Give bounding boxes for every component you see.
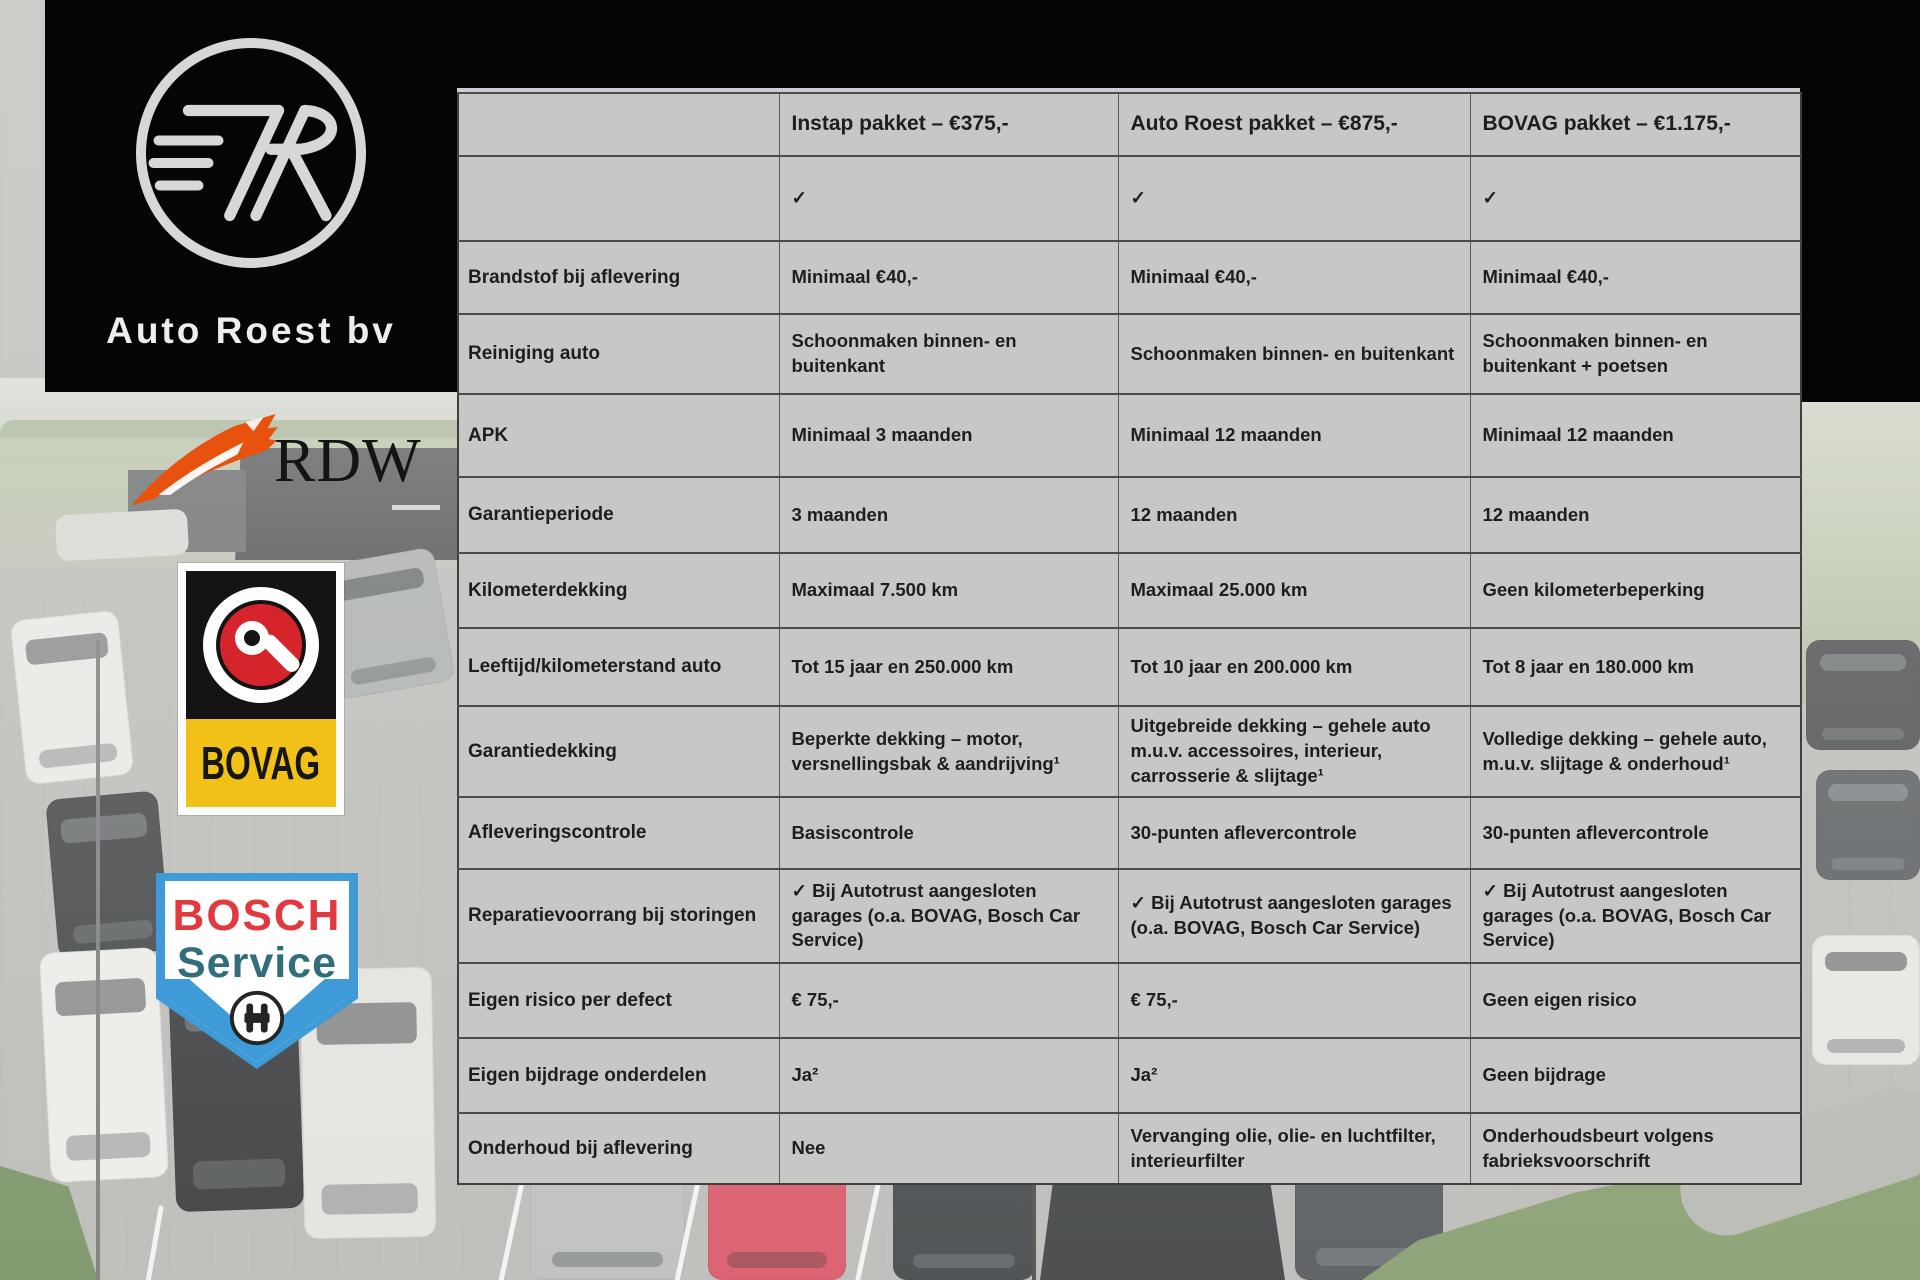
photo-car xyxy=(1816,770,1920,880)
table-cell: Minimaal 12 maanden xyxy=(1117,393,1470,477)
table-cell: Basiscontrole xyxy=(778,796,1118,869)
table-cell: Minimaal €40,- xyxy=(1117,240,1470,314)
row-label: Garantiedekking xyxy=(457,705,779,797)
row-label: Eigen bijdrage onderdelen xyxy=(457,1037,779,1113)
table-cell: ✓ xyxy=(1469,155,1801,241)
row-label: Reparatievoorrang bij storingen xyxy=(457,868,779,963)
table-cell: Onderhoudsbeurt volgens fabrieksvoorschr… xyxy=(1469,1112,1801,1184)
table-row: Leeftijd/kilometerstand auto Tot 15 jaar… xyxy=(457,627,1801,706)
packages-table-body: ✓ ✓ ✓ Brandstof bij aflevering Minimaal … xyxy=(457,155,1801,1184)
column-header-blank xyxy=(457,92,779,156)
table-cell: ✓ Bij Autotrust aangesloten garages (o.a… xyxy=(778,868,1118,963)
table-row: Kilometerdekking Maximaal 7.500 km Maxim… xyxy=(457,552,1801,628)
row-label: Eigen risico per defect xyxy=(457,962,779,1038)
table-cell: 12 maanden xyxy=(1469,476,1801,553)
table-cell: Nee xyxy=(778,1112,1118,1184)
table-row: Garantiedekking Beperkte dekking – motor… xyxy=(457,705,1801,797)
auto-roest-logo: Auto Roest bv xyxy=(45,0,457,392)
row-label: Afleveringscontrole xyxy=(457,796,779,869)
table-row: Eigen risico per defect € 75,- € 75,- Ge… xyxy=(457,962,1801,1038)
table-cell: Minimaal 3 maanden xyxy=(778,393,1118,477)
table-cell: Minimaal €40,- xyxy=(778,240,1118,314)
table-cell: Uitgebreide dekking – gehele auto m.u.v.… xyxy=(1117,705,1470,797)
table-cell: Schoonmaken binnen- en buitenkant + poet… xyxy=(1469,313,1801,394)
row-label: Onderhoud bij aflevering xyxy=(457,1112,779,1184)
table-cell: Maximaal 7.500 km xyxy=(778,552,1118,628)
table-cell: Tot 15 jaar en 250.000 km xyxy=(778,627,1118,706)
photo-car xyxy=(1812,935,1920,1065)
black-right-band xyxy=(1800,0,1920,402)
table-cell: € 75,- xyxy=(1117,962,1470,1038)
table-cell: Minimaal €40,- xyxy=(1469,240,1801,314)
auto-roest-monogram-icon xyxy=(136,38,366,268)
table-cell: ✓ xyxy=(778,155,1118,241)
table-cell: Ja² xyxy=(1117,1037,1470,1113)
table-row: Reiniging auto Schoonmaken binnen- en bu… xyxy=(457,313,1801,394)
table-cell: Minimaal 12 maanden xyxy=(1469,393,1801,477)
table-cell: Geen eigen risico xyxy=(1469,962,1801,1038)
bovag-label: BOVAG xyxy=(201,737,321,789)
table-cell: Tot 10 jaar en 200.000 km xyxy=(1117,627,1470,706)
table-row: APK Minimaal 3 maanden Minimaal 12 maand… xyxy=(457,393,1801,477)
table-row: Brandstof bij aflevering Minimaal €40,- … xyxy=(457,240,1801,314)
row-label: Kilometerdekking xyxy=(457,552,779,628)
table-cell: Beperkte dekking – motor, versnellingsba… xyxy=(778,705,1118,797)
packages-table: Instap pakket – €375,- Auto Roest pakket… xyxy=(457,88,1802,1185)
rdw-swoosh-icon xyxy=(132,414,278,505)
auto-roest-name: Auto Roest bv xyxy=(106,310,396,351)
rdw-logo: RDW xyxy=(128,408,421,518)
table-row: Garantieperiode 3 maanden 12 maanden 12 … xyxy=(457,476,1801,553)
table-cell: Geen bijdrage xyxy=(1469,1037,1801,1113)
table-cell: 30-punten aflevercontrole xyxy=(1469,796,1801,869)
table-cell: Volledige dekking – gehele auto, m.u.v. … xyxy=(1469,705,1801,797)
table-cell: ✓ Bij Autotrust aangesloten garages (o.a… xyxy=(1469,868,1801,963)
building-sign xyxy=(392,505,440,510)
rdw-label: RDW xyxy=(274,427,422,495)
lamp-post xyxy=(1032,1150,1036,1280)
table-cell: Vervanging olie, olie- en luchtfilter, i… xyxy=(1117,1112,1470,1184)
bovag-logo: BOVAG xyxy=(178,563,344,815)
row-label: Brandstof bij aflevering xyxy=(457,240,779,314)
table-cell: 3 maanden xyxy=(778,476,1118,553)
photo-car xyxy=(1806,640,1920,750)
row-label xyxy=(457,155,779,241)
table-row: Onderhoud bij aflevering Nee Vervanging … xyxy=(457,1112,1801,1184)
table-cell: Tot 8 jaar en 180.000 km xyxy=(1469,627,1801,706)
row-label: Garantieperiode xyxy=(457,476,779,553)
column-header-auto-roest: Auto Roest pakket – €875,- xyxy=(1117,92,1470,156)
row-label: Reiniging auto xyxy=(457,313,779,394)
table-cell: Maximaal 25.000 km xyxy=(1117,552,1470,628)
table-row: Eigen bijdrage onderdelen Ja² Ja² Geen b… xyxy=(457,1037,1801,1113)
row-label: APK xyxy=(457,393,779,477)
table-header-row: Instap pakket – €375,- Auto Roest pakket… xyxy=(457,92,1801,156)
table-cell: 30-punten aflevercontrole xyxy=(1117,796,1470,869)
column-header-bovag: BOVAG pakket – €1.175,- xyxy=(1469,92,1801,156)
table-row: Afleveringscontrole Basiscontrole 30-pun… xyxy=(457,796,1801,869)
table-cell: Schoonmaken binnen- en buitenkant xyxy=(778,313,1118,394)
bosch-label: BOSCH xyxy=(172,891,342,940)
table-row: ✓ ✓ ✓ xyxy=(457,155,1801,241)
column-header-instap: Instap pakket – €375,- xyxy=(778,92,1118,156)
table-cell: Geen kilometerbeperking xyxy=(1469,552,1801,628)
table-cell: Schoonmaken binnen- en buitenkant xyxy=(1117,313,1470,394)
bosch-service-label: Service xyxy=(176,939,338,987)
table-cell: ✓ Bij Autotrust aangesloten garages (o.a… xyxy=(1117,868,1470,963)
table-cell: € 75,- xyxy=(778,962,1118,1038)
table-cell: Ja² xyxy=(778,1037,1118,1113)
table-cell: ✓ xyxy=(1117,155,1470,241)
lamp-post xyxy=(96,640,100,1280)
bosch-armature-icon xyxy=(229,990,285,1046)
bovag-emblem-icon xyxy=(186,571,336,719)
row-label: Leeftijd/kilometerstand auto xyxy=(457,627,779,706)
table-cell: 12 maanden xyxy=(1117,476,1470,553)
table-row: Reparatievoorrang bij storingen ✓ Bij Au… xyxy=(457,868,1801,963)
